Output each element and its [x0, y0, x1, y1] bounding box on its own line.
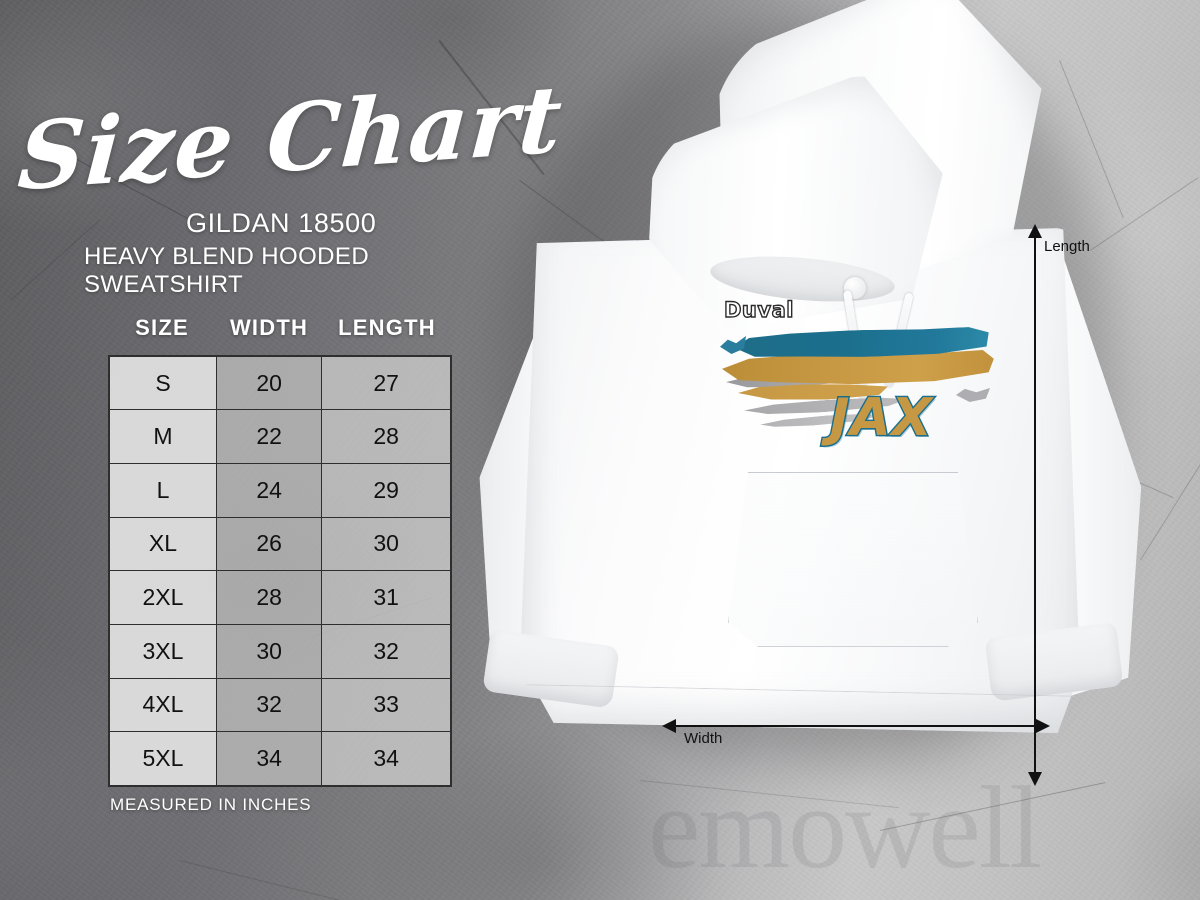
arrowhead-up — [1028, 224, 1042, 238]
cell-size: 3XL — [108, 623, 217, 679]
cell-length: 29 — [321, 462, 452, 518]
cell-length: 31 — [321, 570, 452, 625]
cell-width: 22 — [215, 409, 323, 464]
cell-size: 4XL — [108, 677, 217, 733]
product-code: GILDAN 18500 — [186, 208, 377, 238]
arrowhead-down — [1028, 772, 1042, 786]
arrowhead-right — [1036, 719, 1050, 733]
length-arrow-line — [1034, 236, 1036, 776]
size-table-body: S 20 27 M 22 28 L 24 29 XL 26 30 2XL 28 31 3XL 30 32 4XL 32… — [108, 355, 452, 786]
cell-width: 28 — [215, 570, 323, 625]
cell-width: 34 — [215, 731, 323, 786]
cell-width: 30 — [215, 623, 323, 679]
page-title: Size Chart — [14, 64, 567, 212]
table-row: 4XL 32 33 — [108, 677, 452, 733]
cell-length: 30 — [321, 516, 452, 572]
cell-length: 32 — [321, 623, 452, 679]
column-header-size: SIZE — [135, 315, 189, 340]
cell-length: 28 — [321, 409, 452, 464]
table-row: L 24 29 — [108, 462, 452, 518]
cell-size: L — [108, 462, 217, 518]
table-row: M 22 28 — [108, 409, 452, 464]
table-header-row: SIZE WIDTH LENGTH — [108, 315, 452, 341]
column-header-length: LENGTH — [338, 315, 436, 340]
cell-size: S — [108, 355, 217, 411]
measurement-unit-note: MEASURED IN INCHES — [110, 795, 312, 814]
cell-width: 24 — [215, 462, 323, 518]
brush-stroke-gray — [956, 388, 990, 402]
printed-graphic: Duval JAX JAX — [712, 290, 1012, 460]
width-arrow-line — [672, 725, 1046, 727]
table-row: 3XL 30 32 — [108, 623, 452, 679]
table-row: 2XL 28 31 — [108, 570, 452, 625]
table-row: XL 26 30 — [108, 516, 452, 572]
cell-size: 2XL — [108, 570, 217, 625]
kangaroo-pocket — [728, 472, 978, 647]
cell-width: 20 — [215, 355, 323, 411]
length-label: Length — [1044, 238, 1090, 255]
column-header-width: WIDTH — [229, 315, 309, 340]
table-row: 5XL 34 34 — [108, 731, 452, 786]
cell-size: 5XL — [108, 731, 217, 786]
brush-stroke-teal — [720, 336, 746, 354]
cell-length: 27 — [321, 355, 452, 411]
size-chart-panel: Size Chart GILDAN 18500 HEAVY BLEND HOOD… — [0, 0, 566, 900]
product-name: HEAVY BLEND HOODED SWEATSHIRT — [84, 243, 370, 298]
cell-length: 33 — [321, 677, 452, 733]
cell-length: 34 — [321, 731, 452, 786]
graphic-jax-outline: JAX — [829, 387, 934, 450]
cell-width: 26 — [215, 516, 323, 572]
width-label: Width — [684, 730, 723, 747]
hoodie-mockup: Duval JAX JAX — [460, 0, 1140, 780]
graphic-jax-text: JAX — [830, 388, 933, 448]
size-table: S 20 27 M 22 28 L 24 29 XL 26 30 2XL 28 31 3XL 30 32 4XL 32… — [108, 355, 452, 787]
graphic-duval-text: Duval — [723, 297, 794, 322]
cell-width: 32 — [215, 677, 323, 733]
table-row: S 20 27 — [108, 355, 452, 411]
arrowhead-left — [662, 719, 676, 733]
cell-size: M — [108, 409, 217, 464]
cell-size: XL — [108, 516, 217, 572]
